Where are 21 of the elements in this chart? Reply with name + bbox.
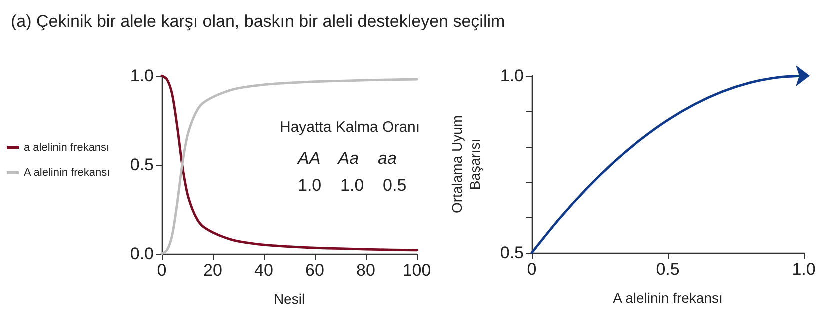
x-axis-title: Nesil xyxy=(274,291,306,307)
annotation: AA Aa aa xyxy=(297,149,397,168)
x-axis-title: A alelinin frekansı xyxy=(613,290,723,306)
x-tick-label: 20 xyxy=(204,261,222,280)
x-tick-label: 100 xyxy=(402,261,432,280)
legend-label: A alelinin frekansı xyxy=(24,167,110,179)
y-tick-label: 1.0 xyxy=(130,66,154,86)
x-tick-label: 80 xyxy=(356,261,376,280)
x-tick-label: 0.5 xyxy=(656,260,680,279)
x-tick-label: 0 xyxy=(527,260,537,279)
annotation: Hayatta Kalma Oranı xyxy=(280,119,420,136)
x-tick-label: 40 xyxy=(254,261,274,280)
x-tick-label: 0 xyxy=(157,261,167,280)
y-tick-label: 0.0 xyxy=(130,244,154,264)
x-tick-label: 1.0 xyxy=(792,260,816,279)
y-tick-label: 0.5 xyxy=(130,156,154,174)
y-axis-title: Ortalama Uyum Başarısı xyxy=(449,115,483,214)
annotation: 1.0 1.0 0.5 xyxy=(298,176,407,195)
x-tick-label: 60 xyxy=(306,261,324,280)
legend-label: a alelinin frekansı xyxy=(24,142,110,154)
chart-title: (a) Çekinik bir alele karşı olan, baskın bir aleli destekleyen seçilim xyxy=(11,12,506,31)
